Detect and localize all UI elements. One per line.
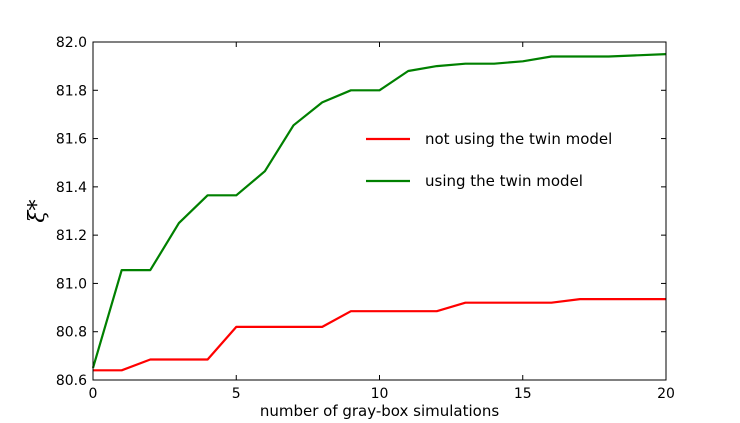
- legend-label-0: not using the twin model: [425, 130, 612, 148]
- y-tick-label: 81.0: [56, 276, 87, 292]
- x-tick-label: 0: [89, 386, 98, 402]
- y-tick-label: 81.8: [56, 83, 87, 99]
- x-axis-label: number of gray-box simulations: [260, 402, 500, 420]
- plot-frame: [92, 41, 667, 381]
- y-tick-label: 81.4: [56, 180, 87, 196]
- series-line-1: [91, 53, 667, 369]
- y-tick-label: 81.6: [56, 132, 87, 148]
- x-tick-label: 15: [514, 386, 532, 402]
- y-tick-label: 82.0: [56, 35, 87, 51]
- y-tick-label: 80.8: [56, 325, 87, 341]
- y-axis-label: ξ*: [25, 199, 50, 222]
- x-tick-label: 10: [371, 386, 389, 402]
- axis-ticks: 0 5 10 15 20 80.6 80.8 81.0 81.2 81.4 81.6 81.8 82.0: [56, 35, 675, 402]
- legend: not using the twin model using the twin m…: [366, 130, 612, 190]
- x-tick-label: 5: [232, 386, 241, 402]
- legend-label-1: using the twin model: [425, 172, 583, 190]
- x-tick-label: 20: [657, 386, 675, 402]
- plot-lines: [91, 53, 667, 372]
- y-tick-label: 81.2: [56, 228, 87, 244]
- y-tick-label: 80.6: [56, 373, 87, 389]
- series-line-0: [93, 298, 666, 372]
